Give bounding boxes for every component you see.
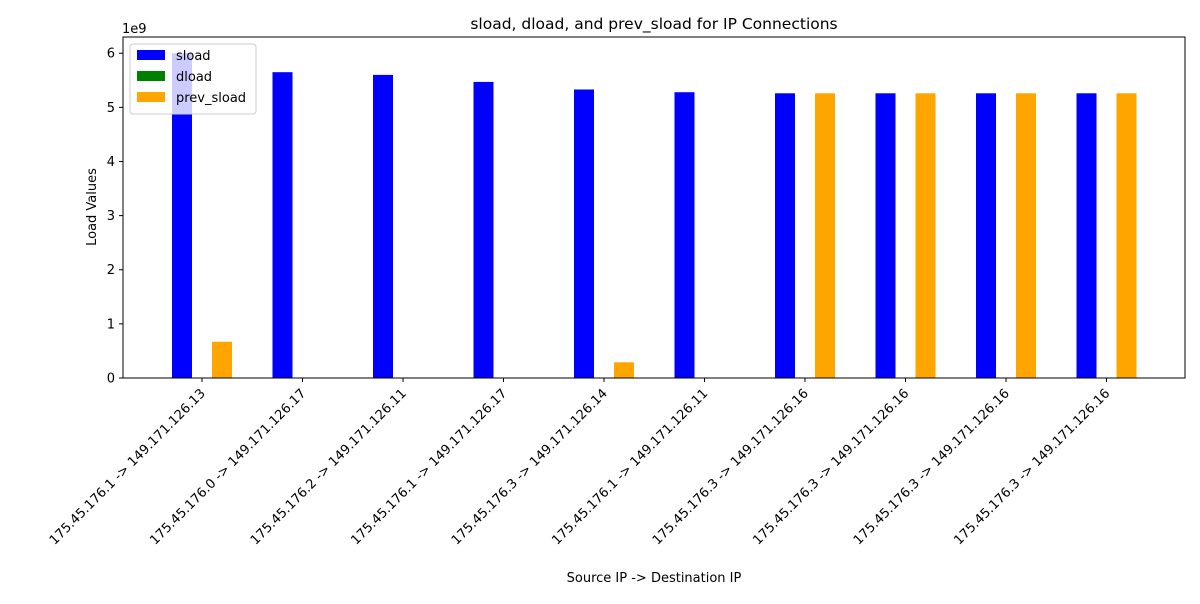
legend-swatch-dload [137, 71, 165, 81]
bar-prev_sload [1016, 93, 1036, 379]
bar-prev_sload [212, 341, 232, 378]
series-sload [172, 53, 1097, 379]
bar-prev_sload [1116, 93, 1137, 379]
bar-sload [272, 72, 293, 378]
bar-prev_sload [614, 362, 634, 378]
y-tick-label: 6 [107, 47, 115, 62]
x-tick-label: 175.45.176.0 -> 149.171.126.17 [147, 386, 309, 548]
y-tick-label: 3 [107, 209, 115, 224]
series-prev_sload [212, 93, 1137, 379]
legend: sload dload prev_sload [129, 43, 257, 115]
bar-sload [473, 81, 494, 378]
x-axis-label: Source IP -> Destination IP [567, 571, 742, 586]
x-tick-label: 175.45.176.1 -> 149.171.126.11 [549, 386, 711, 548]
bar-sload [875, 93, 896, 379]
y-tick-label: 2 [107, 263, 115, 278]
bar-prev_sload [915, 93, 936, 379]
x-tick-label: 175.45.176.3 -> 149.171.126.16 [750, 386, 912, 548]
x-tick-label: 175.45.176.3 -> 149.171.126.16 [650, 386, 812, 548]
y-axis-offset-label: 1e9 [122, 22, 147, 37]
x-tick-label: 175.45.176.1 -> 149.171.126.17 [348, 386, 510, 548]
legend-label-dload: dload [176, 70, 212, 85]
y-tick-label: 1 [107, 317, 115, 332]
legend-swatch-prev_sload [137, 92, 165, 102]
legend-label-sload: sload [176, 49, 211, 64]
chart-title: sload, dload, and prev_sload for IP Conn… [470, 15, 837, 34]
plot-area-frame [122, 36, 1186, 379]
legend-label-prev_sload: prev_sload [176, 91, 246, 106]
bar-sload [1076, 93, 1097, 379]
x-tick-label: 175.45.176.1 -> 149.171.126.13 [47, 386, 209, 548]
x-tick-label: 175.45.176.3 -> 149.171.126.14 [449, 386, 611, 548]
bar-sload [674, 92, 695, 378]
bar-sload [373, 74, 393, 378]
bar-prev_sload [815, 93, 835, 379]
bar-sload [775, 93, 795, 379]
x-tick-label: 175.45.176.2 -> 149.171.126.11 [248, 386, 410, 548]
y-axis-label: Load Values [85, 168, 100, 246]
bar-sload [172, 53, 192, 378]
bar-sload [976, 93, 996, 379]
y-tick-label: 4 [107, 155, 115, 170]
y-tick-label: 5 [107, 101, 115, 116]
bars-layer [172, 53, 1137, 379]
x-tick-label: 175.45.176.3 -> 149.171.126.16 [951, 386, 1113, 548]
x-tick-label: 175.45.176.3 -> 149.171.126.16 [851, 386, 1013, 548]
y-tick-label: 0 [107, 372, 115, 387]
bar-sload [574, 89, 594, 378]
legend-swatch-sload [137, 50, 165, 60]
